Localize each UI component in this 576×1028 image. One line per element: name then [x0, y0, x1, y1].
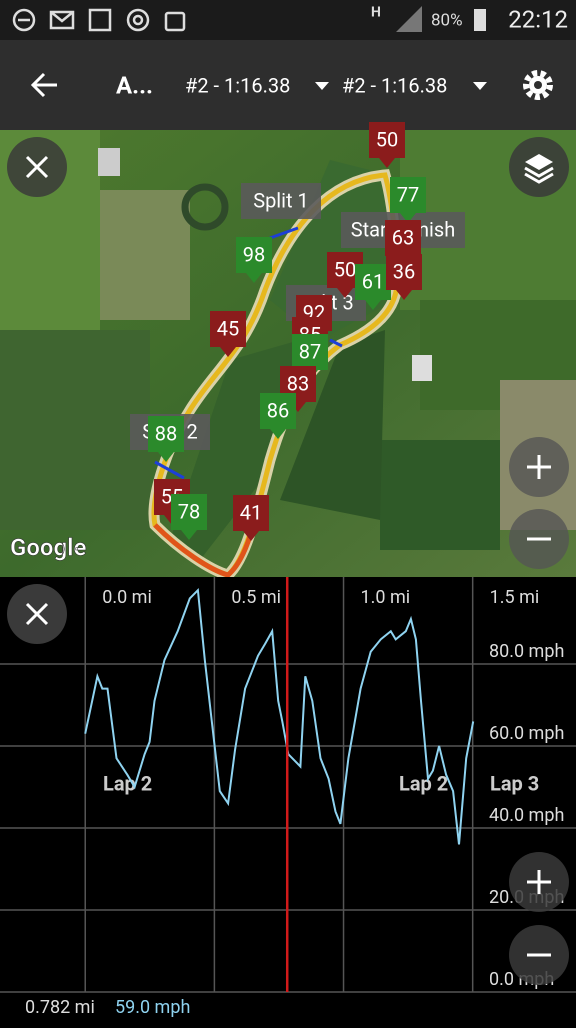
speed-marker-label: 88 [155, 421, 177, 445]
x-tick-label: 1.0 mi [361, 587, 411, 608]
speed-marker-pin [220, 347, 236, 357]
speed-chart: 0.0 mi0.5 mi1.0 mi1.5 mi0.0 mph20.0 mph4… [0, 577, 576, 993]
speed-marker-bg [355, 264, 391, 300]
lap-selector-b[interactable]: #2 - 1:16.38 [342, 73, 447, 97]
speed-marker-label: 61 [362, 269, 384, 293]
cursor-speed: 59.0 mph [115, 997, 190, 1018]
speed-marker-pin [243, 531, 259, 541]
clock: 22:12 [508, 5, 568, 33]
speed-marker-label: 77 [397, 182, 419, 206]
speed-marker: 63 [385, 220, 421, 266]
x-tick-label: 1.5 mi [490, 587, 540, 608]
split-line [269, 226, 299, 240]
speed-marker-bg [233, 495, 269, 531]
speed-marker: 77 [390, 177, 426, 223]
map-overlays: Split 1Start/FinishSplit 3Split 25077986… [130, 122, 465, 541]
speed-marker: 50 [327, 252, 363, 298]
speed-marker-bg [148, 416, 184, 452]
map-attribution: Google [10, 533, 87, 561]
chart-zoom-in[interactable] [509, 852, 569, 912]
map-close-button[interactable] [7, 137, 67, 197]
dropdown-arrow [315, 82, 329, 90]
speed-marker-pin [246, 273, 262, 283]
battery-icon [474, 9, 486, 31]
map [0, 130, 576, 582]
split-line [154, 460, 185, 480]
dropdown-arrow [473, 82, 487, 90]
lap-selector-a[interactable]: #2 - 1:16.38 [185, 73, 290, 97]
cursor-distance: 0.782 mi [25, 997, 95, 1018]
chart-zoom-out[interactable] [509, 925, 569, 985]
signal-icon [396, 6, 422, 32]
speed-marker-label: 36 [393, 259, 415, 283]
speed-marker: 87 [292, 334, 328, 380]
split-line [329, 338, 343, 348]
lap-label: Lap 2 [399, 771, 448, 795]
status-bar [0, 0, 576, 40]
y-tick-label: 60.0 mph [489, 723, 564, 744]
split-label-text: Split 1 [253, 188, 309, 212]
split-label-bg [241, 183, 321, 219]
map-zoom-in[interactable] [509, 437, 569, 497]
speed-marker: 61 [355, 264, 391, 310]
speed-marker-label: 45 [217, 316, 239, 340]
speed-marker: 36 [386, 254, 422, 300]
speed-marker-label: 78 [178, 499, 200, 523]
speed-marker-pin [337, 288, 353, 298]
speed-marker-label: 41 [240, 500, 262, 524]
speed-marker: 50 [369, 122, 405, 168]
speed-marker-bg [369, 122, 405, 158]
status-icons [12, 8, 186, 32]
battery-level: 80% [431, 10, 463, 30]
y-tick-label: 80.0 mph [489, 641, 564, 662]
speed-marker: 86 [260, 393, 296, 439]
speed-marker-bg [390, 177, 426, 213]
speed-marker: 78 [171, 494, 207, 540]
chart-close-button[interactable] [7, 584, 67, 644]
speed-marker-pin [400, 213, 416, 223]
speed-marker: 41 [233, 495, 269, 541]
split-label: Split 1 [241, 183, 321, 219]
speed-marker-label: 98 [243, 242, 265, 266]
speed-marker-label: 86 [267, 398, 289, 422]
speed-marker: 98 [236, 237, 272, 283]
network-type: H [371, 5, 381, 21]
speed-marker-label: 63 [392, 225, 414, 249]
x-tick-label: 0.5 mi [231, 587, 281, 608]
speed-marker-bg [171, 494, 207, 530]
speed-marker-pin [158, 452, 174, 462]
speed-marker-bg [236, 237, 272, 273]
speed-marker-bg [210, 311, 246, 347]
speed-marker-label: 50 [376, 127, 398, 151]
speed-marker-pin [181, 530, 197, 540]
speed-marker-pin [379, 158, 395, 168]
speed-marker-pin [270, 429, 286, 439]
toolbar-title: A... [116, 71, 153, 99]
speed-marker-bg [385, 220, 421, 256]
map-zoom-out[interactable] [509, 509, 569, 569]
y-tick-label: 40.0 mph [489, 805, 564, 826]
speed-marker-pin [396, 290, 412, 300]
speed-marker-label: 83 [287, 371, 309, 395]
speed-marker-bg [260, 393, 296, 429]
settings-button[interactable] [523, 70, 553, 100]
layers-button[interactable] [509, 137, 569, 197]
speed-marker-label: 50 [334, 257, 356, 281]
speed-marker: 45 [210, 311, 246, 357]
x-tick-label: 0.0 mi [102, 587, 152, 608]
speed-marker-label: 87 [299, 339, 321, 363]
back-button[interactable] [30, 72, 57, 98]
speed-marker-pin [365, 300, 381, 310]
speed-marker: 88 [148, 416, 184, 462]
speed-marker-bg [386, 254, 422, 290]
lap-label: Lap 3 [490, 771, 539, 795]
speed-marker-bg [292, 334, 328, 370]
